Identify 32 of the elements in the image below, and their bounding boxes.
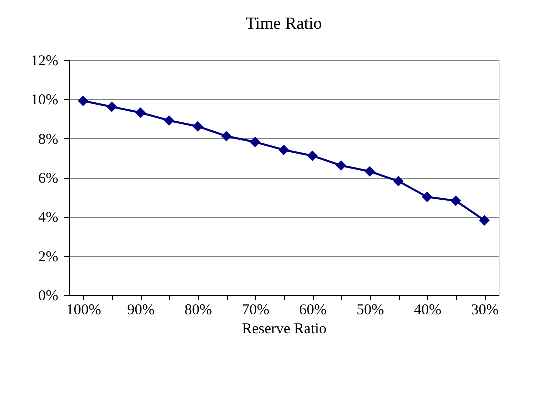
point xyxy=(250,137,261,148)
point xyxy=(364,166,376,177)
y-tick-label: 6% xyxy=(38,171,58,187)
point xyxy=(422,192,433,202)
point xyxy=(393,176,404,187)
x-tick-label: 100% xyxy=(66,302,102,318)
chart-title: Time Ratio xyxy=(246,14,322,33)
point xyxy=(479,215,490,226)
point xyxy=(78,96,89,106)
y-tick-label: 2% xyxy=(38,249,58,266)
y-tick-label: 12% xyxy=(31,54,58,70)
point xyxy=(221,131,232,142)
x-tick-label: 70% xyxy=(242,302,270,318)
x-tick-label: 50% xyxy=(356,302,384,318)
point xyxy=(164,115,175,126)
x-tick-label: 30% xyxy=(471,302,499,318)
x-tick-label: 40% xyxy=(414,302,442,318)
point xyxy=(450,196,462,206)
x-tick-label: 80% xyxy=(184,302,212,318)
x-tick-label: 60% xyxy=(299,302,327,318)
y-tick-label: 8% xyxy=(38,132,58,148)
y-tick-label: 4% xyxy=(38,210,58,226)
y-tick-label: 10% xyxy=(31,92,58,109)
point xyxy=(278,144,290,156)
x-tick-label: 90% xyxy=(127,302,155,318)
x-axis-title: Reserve Ratio xyxy=(242,322,327,338)
y-tick-label: 0% xyxy=(38,288,58,304)
point xyxy=(192,121,204,132)
point xyxy=(135,108,146,118)
point xyxy=(106,102,118,112)
point xyxy=(307,150,318,162)
point xyxy=(336,160,347,171)
